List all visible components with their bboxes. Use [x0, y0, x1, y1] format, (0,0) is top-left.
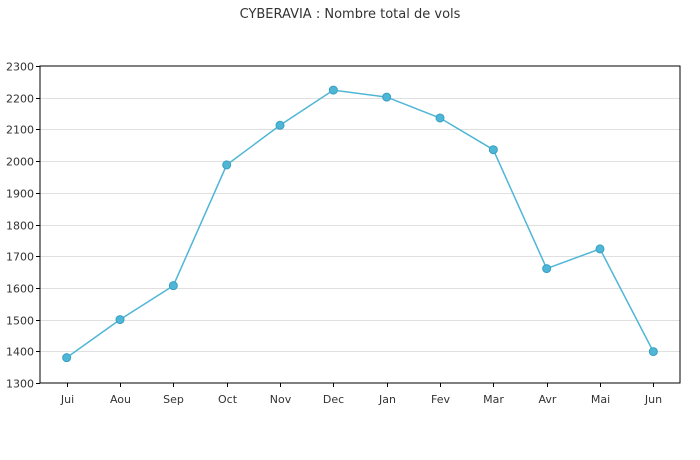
gridlines — [40, 98, 680, 352]
data-point — [275, 120, 285, 130]
x-tick-label: Jun — [644, 393, 662, 406]
y-tick-label: 1700 — [6, 251, 34, 264]
y-axis: 1300 1400 1500 1600 1700 1800 1900 2000 2100 2200… — [6, 61, 40, 391]
x-tick-label: Dec — [323, 393, 344, 406]
data-point — [115, 315, 125, 325]
y-tick-label: 1600 — [6, 283, 34, 296]
data-point — [222, 160, 232, 170]
y-tick-label: 2200 — [6, 93, 34, 106]
data-point — [542, 264, 552, 274]
y-tick-label: 1800 — [6, 220, 34, 233]
data-point — [328, 85, 338, 95]
y-tick-label: 1500 — [6, 315, 34, 328]
x-tick-label: Mai — [591, 393, 610, 406]
data-point — [595, 244, 605, 254]
x-tick-label: Sep — [163, 393, 184, 406]
x-tick-label: Mar — [483, 393, 504, 406]
x-tick-label: Fev — [431, 393, 450, 406]
x-tick-label: Jan — [378, 393, 396, 406]
data-point — [435, 113, 445, 123]
y-tick-label: 1300 — [6, 378, 34, 391]
y-tick-label: 2100 — [6, 124, 34, 137]
y-tick-label: 1400 — [6, 346, 34, 359]
y-tick-label: 2300 — [6, 61, 34, 74]
x-tick-label: Oct — [218, 393, 238, 406]
data-point — [382, 92, 392, 102]
y-tick-label: 1900 — [6, 188, 34, 201]
data-point — [648, 347, 658, 357]
data-point — [488, 145, 498, 155]
chart-title: CYBERAVIA : Nombre total de vols — [240, 7, 461, 22]
x-tick-label: Aou — [110, 393, 131, 406]
y-tick-label: 2000 — [6, 156, 34, 169]
series-layer — [62, 85, 658, 363]
x-tick-label: Avr — [539, 393, 557, 406]
series-line — [66, 89, 654, 359]
x-tick-label: Jui — [60, 393, 74, 406]
x-axis: Jui Aou Sep Oct Nov Dec Jan Fev Mar Avr Mai Jun — [60, 383, 662, 406]
data-point — [62, 353, 72, 363]
x-tick-label: Nov — [270, 393, 292, 406]
plot-frame — [39, 65, 681, 384]
data-point — [168, 281, 178, 291]
